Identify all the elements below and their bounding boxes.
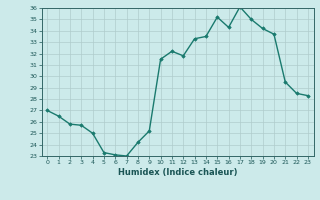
- X-axis label: Humidex (Indice chaleur): Humidex (Indice chaleur): [118, 168, 237, 177]
